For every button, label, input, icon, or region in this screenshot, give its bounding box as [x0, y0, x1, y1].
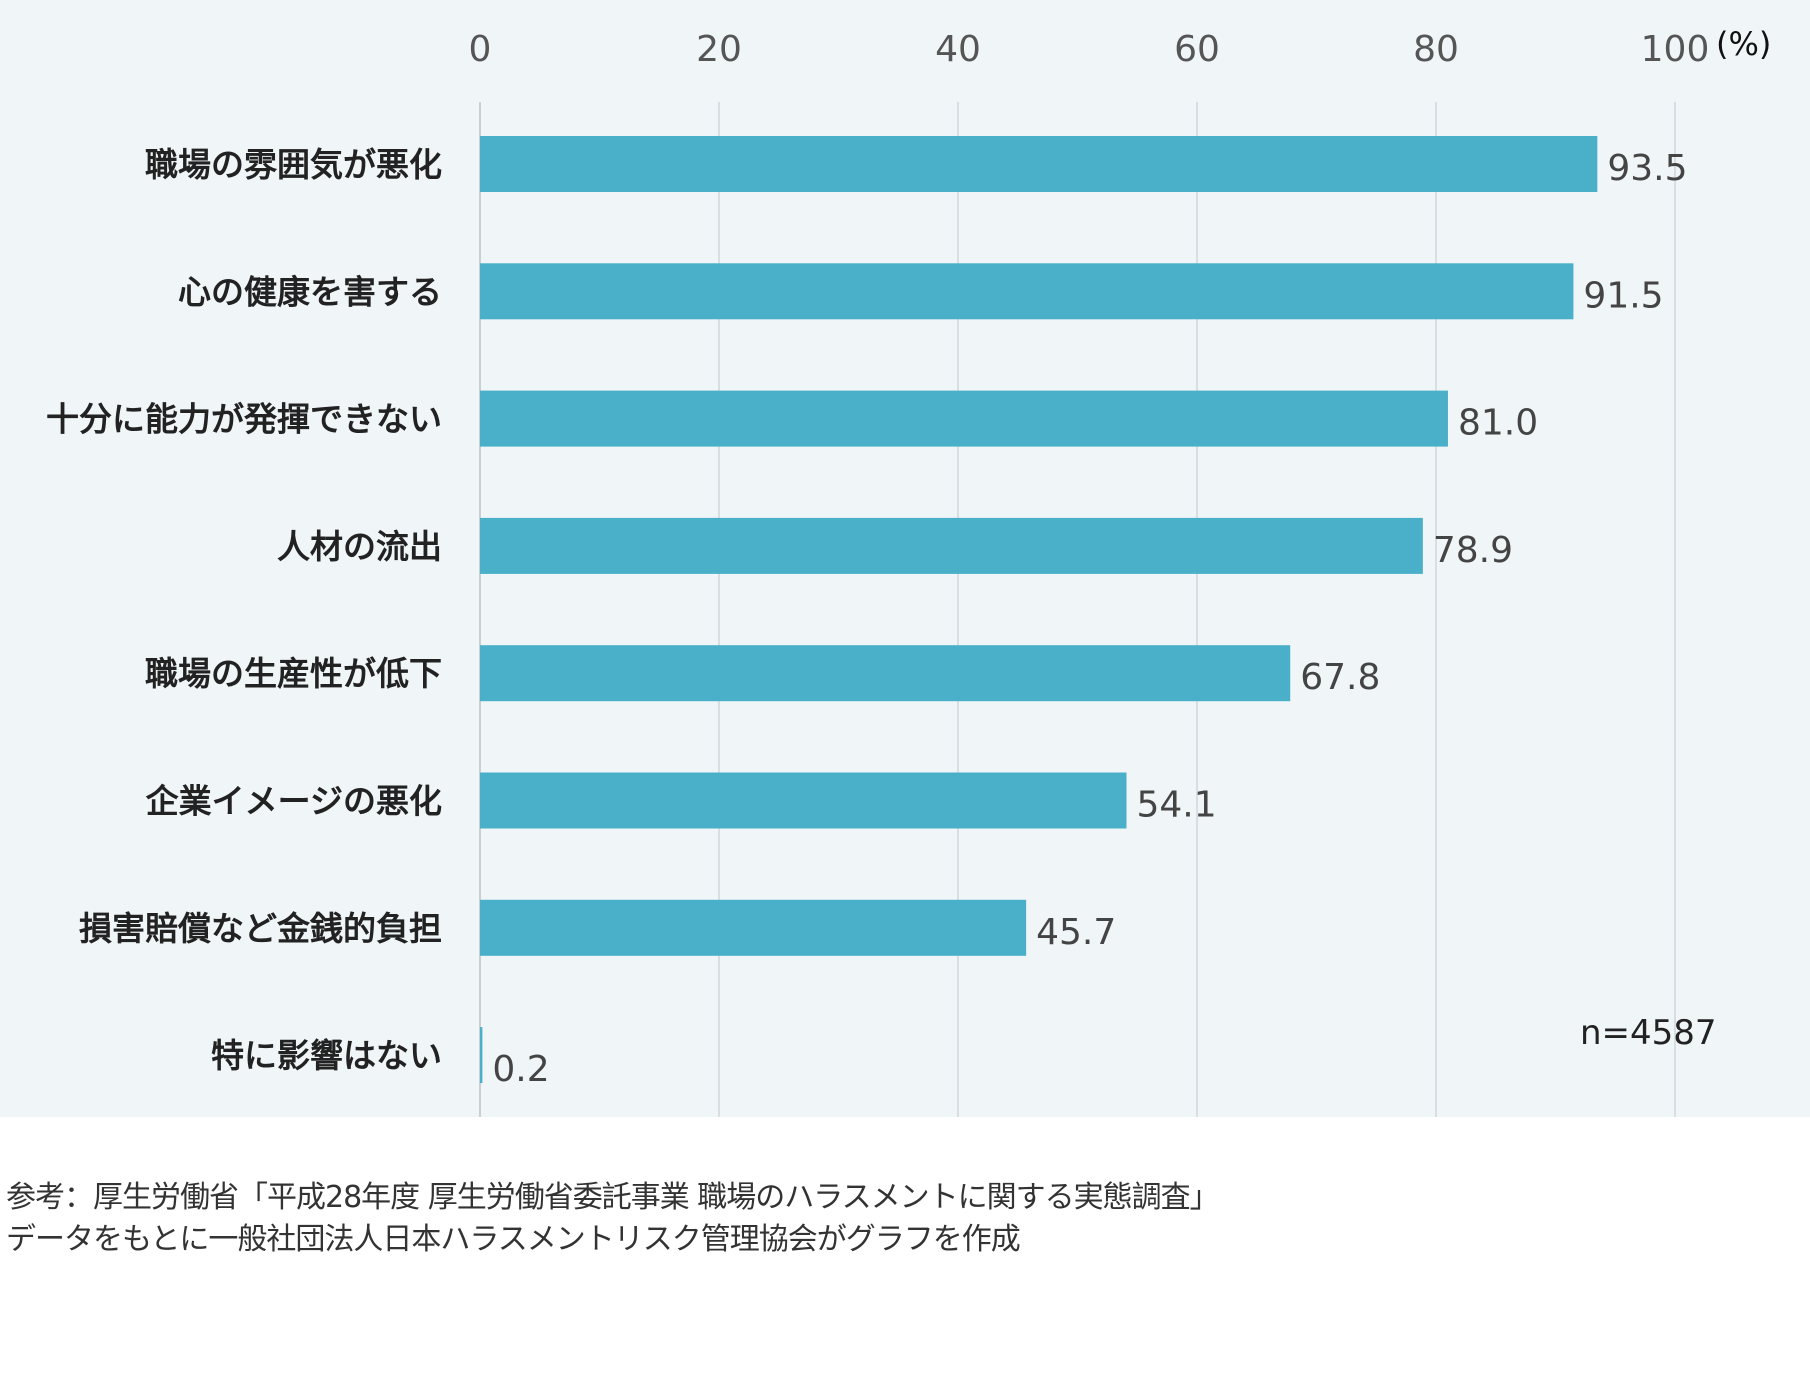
- source-note-line2: データをもとに一般社団法人日本ハラスメントリスク管理協会がグラフを作成: [6, 1222, 1021, 1257]
- bar: [480, 390, 1448, 447]
- bar: [480, 136, 1598, 192]
- category-label: 人材の流出: [277, 527, 442, 566]
- value-label: 45.7: [1036, 912, 1116, 953]
- value-label: 0.2: [492, 1049, 549, 1090]
- value-label: 54.1: [1136, 785, 1216, 826]
- bar: [480, 263, 1574, 320]
- category-label: 特に影響はない: [211, 1036, 442, 1075]
- bar-chart: 0 20 40 60 80 100 (%) 職場の雰囲気が悪化 93.5 心の健康を害する 91.5…: [46, 25, 1771, 1117]
- value-label: 78.9: [1433, 530, 1513, 571]
- value-label: 93.5: [1607, 148, 1687, 189]
- x-tick-label: 100: [1641, 29, 1710, 70]
- bar: [480, 645, 1291, 702]
- category-label: 企業イメージの悪化: [146, 782, 442, 821]
- value-label: 67.8: [1300, 657, 1380, 698]
- x-tick-label: 40: [935, 29, 981, 70]
- bar: [480, 899, 1027, 956]
- x-tick-label: 60: [1174, 29, 1220, 70]
- x-tick-label: 0: [469, 29, 492, 70]
- value-label: 81.0: [1458, 403, 1538, 444]
- bar: [480, 772, 1127, 829]
- category-label: 職場の生産性が低下: [145, 654, 442, 693]
- source-note-line1: 参考：厚生労働省「平成28年度 厚生労働省委託事業 職場のハラスメントに関する実…: [6, 1180, 1220, 1215]
- value-label: 91.5: [1583, 275, 1663, 316]
- category-label: 十分に能力が発揮できない: [46, 400, 442, 439]
- category-label: 損害賠償など金銭的負担: [79, 909, 442, 948]
- sample-size-annotation: n=4587: [1580, 1013, 1717, 1053]
- x-tick-label: 80: [1413, 29, 1459, 70]
- x-tick-label: 20: [696, 29, 742, 70]
- category-label: 心の健康を害する: [178, 272, 442, 311]
- bar: [480, 1027, 483, 1084]
- bar: [480, 517, 1423, 574]
- category-label: 職場の雰囲気が悪化: [145, 145, 442, 184]
- x-unit-label: (%): [1716, 25, 1771, 63]
